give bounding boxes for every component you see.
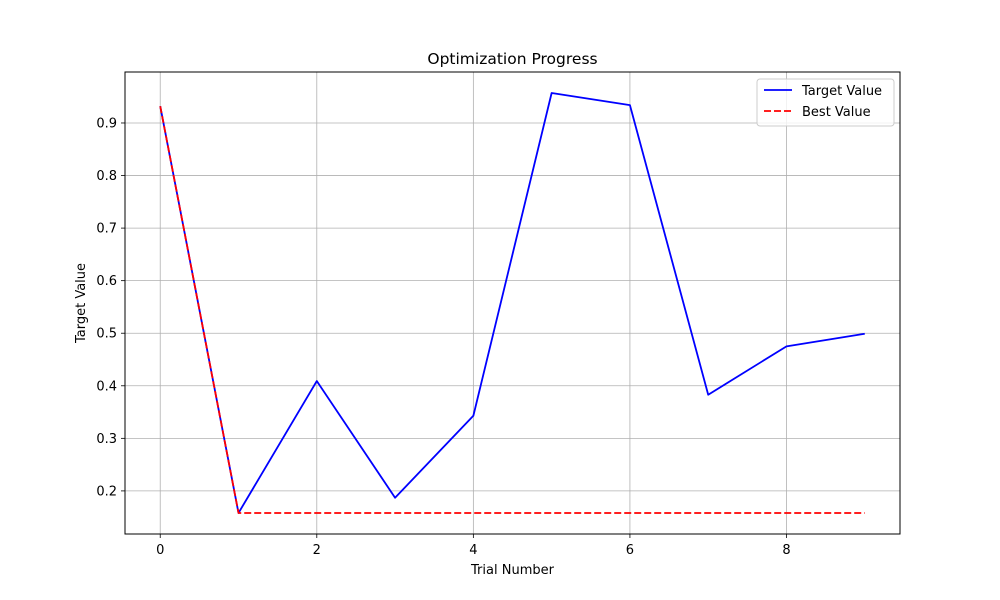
x-axis-label: Trial Number [470, 563, 555, 578]
x-tick-label: 8 [782, 543, 790, 558]
y-tick-label: 0.2 [96, 484, 117, 499]
series-line-best-value [159, 105, 865, 514]
y-tick-label: 0.5 [96, 327, 117, 342]
y-tick-label: 0.7 [96, 222, 117, 237]
y-tick-label: 0.8 [96, 169, 117, 184]
y-axis-ticks: 0.2 0.3 0.4 0.5 0.6 0.7 0.8 0.9 [96, 116, 125, 499]
x-tick-label: 0 [156, 543, 164, 558]
legend-label-target-value: Target Value [801, 84, 882, 99]
x-tick-label: 6 [626, 543, 634, 558]
x-tick-label: 2 [313, 543, 321, 558]
y-tick-label: 0.4 [96, 379, 117, 394]
plot-frame [124, 71, 901, 535]
grid-lines [125, 72, 900, 534]
y-axis-label: Target Value [74, 263, 89, 344]
series-line-target-value [159, 92, 865, 514]
y-tick-label: 0.3 [96, 432, 117, 447]
chart-title: Optimization Progress [427, 50, 597, 68]
legend: Target Value Best Value [756, 78, 895, 127]
legend-label-best-value: Best Value [802, 105, 871, 120]
x-axis-ticks: 0 2 4 6 8 [156, 534, 791, 558]
x-tick-label: 4 [469, 543, 477, 558]
series-lines [159, 92, 865, 514]
y-tick-label: 0.9 [96, 116, 117, 131]
y-tick-label: 0.6 [96, 274, 117, 289]
